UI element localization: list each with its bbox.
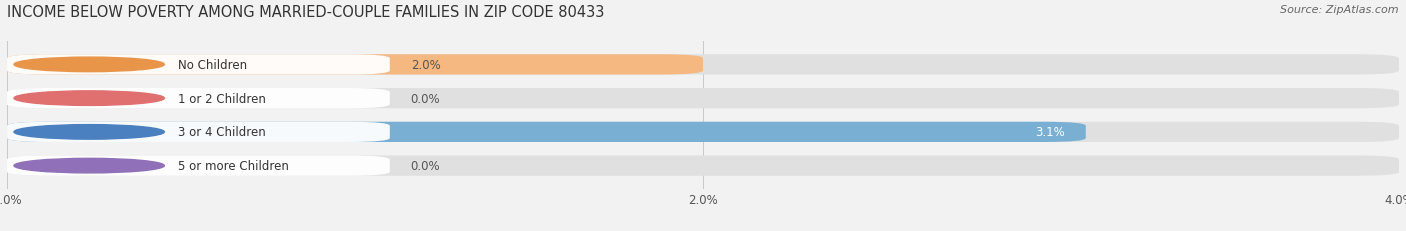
Text: 5 or more Children: 5 or more Children <box>179 159 290 172</box>
FancyBboxPatch shape <box>7 156 1399 176</box>
FancyBboxPatch shape <box>7 55 703 75</box>
FancyBboxPatch shape <box>7 89 389 109</box>
Text: 3.1%: 3.1% <box>1035 126 1064 139</box>
Circle shape <box>14 159 165 173</box>
Text: 0.0%: 0.0% <box>411 159 440 172</box>
Text: 2.0%: 2.0% <box>411 59 440 72</box>
FancyBboxPatch shape <box>7 122 1399 142</box>
Text: 0.0%: 0.0% <box>411 92 440 105</box>
FancyBboxPatch shape <box>7 122 389 142</box>
Text: Source: ZipAtlas.com: Source: ZipAtlas.com <box>1281 5 1399 15</box>
Text: 1 or 2 Children: 1 or 2 Children <box>179 92 266 105</box>
Text: No Children: No Children <box>179 59 247 72</box>
FancyBboxPatch shape <box>7 89 1399 109</box>
Circle shape <box>14 125 165 140</box>
FancyBboxPatch shape <box>7 156 389 176</box>
FancyBboxPatch shape <box>7 55 389 75</box>
Text: 3 or 4 Children: 3 or 4 Children <box>179 126 266 139</box>
Text: INCOME BELOW POVERTY AMONG MARRIED-COUPLE FAMILIES IN ZIP CODE 80433: INCOME BELOW POVERTY AMONG MARRIED-COUPL… <box>7 5 605 20</box>
Circle shape <box>14 91 165 106</box>
FancyBboxPatch shape <box>7 55 1399 75</box>
Circle shape <box>14 58 165 72</box>
FancyBboxPatch shape <box>7 122 1085 142</box>
